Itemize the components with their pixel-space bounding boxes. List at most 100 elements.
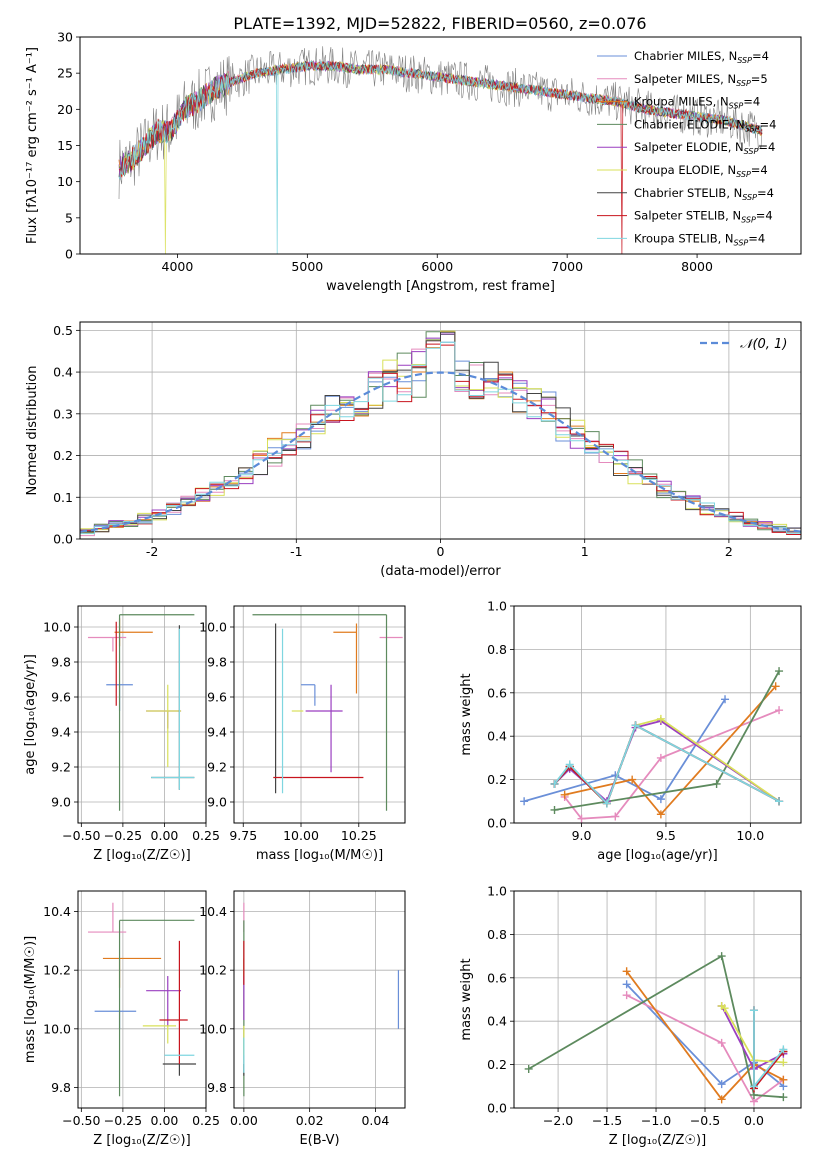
errorbars bbox=[243, 902, 400, 1097]
series-marker-kroupa-elodie bbox=[720, 1004, 729, 1013]
histograms bbox=[80, 330, 801, 538]
tick-labels: 0.00 0.02 0.04 9.8 10.0 10.2 10.4 bbox=[199, 904, 389, 1128]
x-tick-label: 10.00 bbox=[283, 828, 319, 843]
y-tick-label: 10.2 bbox=[199, 963, 227, 978]
x-axis-label: wavelength [Angstrom, rest frame] bbox=[326, 279, 555, 294]
residuals-legend: 𝒩(0, 1) bbox=[700, 337, 787, 352]
series-line-kroupa-elodie bbox=[721, 1005, 784, 1064]
series-lines bbox=[520, 667, 784, 823]
x-tick-label: 0 bbox=[437, 544, 445, 559]
x-tick-label: −0.50 bbox=[62, 828, 100, 843]
y-axis-label: mass weight bbox=[459, 958, 474, 1040]
legend-label-text: Salpeter ELODIE, N bbox=[634, 140, 744, 154]
legend-label-salpeter-stelib: Salpeter STELIB, NSSP=4 bbox=[634, 209, 773, 225]
grid-lines bbox=[78, 891, 207, 1108]
y-tick-label: 9.4 bbox=[51, 725, 71, 740]
y-tick-label: 0.5 bbox=[53, 323, 73, 338]
y-tick-label: 10.2 bbox=[43, 963, 71, 978]
legend-label-text: Chabrier ELODIE, N bbox=[634, 117, 745, 131]
y-tick-label: 0.3 bbox=[53, 406, 73, 421]
mass-weight-vs-z-panel: −2.0 −1.5 −1.0 −0.5 0.0 0.0 0.2 0.4 0.6 0.8 1.0 Z [… bbox=[459, 884, 802, 1148]
tick-labels: −0.50 −0.25 0.00 0.25 9.0 9.2 9.4 9.6 9.8 10.0 bbox=[43, 620, 220, 844]
figure-title: PLATE=1392, MJD=52822, FIBERID=0560, z=0… bbox=[233, 14, 646, 33]
errorbars bbox=[87, 902, 197, 1097]
series-line-salpeter-miles bbox=[626, 994, 784, 1103]
series-marker-kroupa-miles bbox=[560, 790, 569, 799]
legend-label-subscript: SSP bbox=[736, 79, 751, 88]
series-line-kroupa-miles bbox=[625, 970, 784, 1101]
axes-frame bbox=[233, 605, 406, 824]
legend-label-text: Chabrier MILES, N bbox=[634, 49, 737, 63]
series-marker-chabrier-miles bbox=[721, 695, 730, 704]
x-axis-label: Z [log₁₀(Z/Z☉)] bbox=[93, 1133, 190, 1148]
y-tick-label: 5 bbox=[65, 210, 73, 225]
series-marker-salpeter-miles bbox=[775, 706, 784, 715]
y-tick-label: 1.0 bbox=[487, 884, 507, 899]
series-marker-chabrier-miles bbox=[717, 1080, 726, 1089]
series-marker-chabrier-elodie bbox=[524, 1064, 533, 1073]
x-axis-label: age [log₁₀(age/yr)] bbox=[597, 848, 718, 863]
series-marker-chabrier-elodie bbox=[712, 779, 721, 788]
y-tick-label: 9.0 bbox=[207, 795, 227, 810]
y-tick-label: 0.0 bbox=[487, 816, 507, 831]
series-marker-chabrier-miles bbox=[656, 795, 665, 804]
y-tick-label: 15 bbox=[57, 138, 73, 153]
x-tick-label: 0.00 bbox=[230, 1113, 258, 1128]
y-tick-label: 0.6 bbox=[487, 970, 507, 985]
y-tick-label: 10 bbox=[57, 174, 73, 189]
x-tick-label: 0.0 bbox=[744, 1113, 764, 1128]
x-tick-label: 1 bbox=[581, 544, 589, 559]
x-tick-label: 0.25 bbox=[192, 828, 220, 843]
histogram-kroupa-elodie bbox=[80, 330, 801, 534]
legend-label-value: =5 bbox=[751, 72, 768, 86]
series-line-chabrier-elodie bbox=[528, 954, 784, 1099]
legend-label-text: Kroupa ELODIE, N bbox=[634, 163, 736, 177]
series-marker-kroupa-elodie bbox=[779, 1058, 788, 1067]
y-tick-label: 10.0 bbox=[43, 620, 71, 635]
x-tick-label: −0.5 bbox=[690, 1113, 720, 1128]
x-tick-label: 7000 bbox=[551, 259, 583, 274]
y-tick-label: 10.0 bbox=[199, 1021, 227, 1036]
y-tick-label: 0.4 bbox=[53, 365, 73, 380]
age-vs-z-panel: −0.50 −0.25 0.00 0.25 9.0 9.2 9.4 9.6 9.8 10.0 Z [… bbox=[23, 605, 220, 863]
x-tick-label: 8000 bbox=[681, 259, 713, 274]
series-marker-chabrier-elodie bbox=[775, 667, 784, 676]
x-tick-label: 6000 bbox=[421, 259, 453, 274]
legend-label-subscript: SSP bbox=[729, 102, 744, 111]
y-tick-label: 9.8 bbox=[207, 655, 227, 670]
legend-label-salpeter-miles: Salpeter MILES, NSSP=5 bbox=[634, 72, 768, 88]
x-tick-label: -1 bbox=[290, 544, 302, 559]
series-marker-kroupa-stelib bbox=[749, 1082, 758, 1091]
legend-label-value: =4 bbox=[757, 186, 774, 200]
legend-label-kroupa-miles: Kroupa MILES, NSSP=4 bbox=[634, 95, 760, 111]
series-marker-chabrier-elodie bbox=[717, 952, 726, 961]
series-marker-salpeter-miles bbox=[656, 753, 665, 762]
x-tick-label: 0.04 bbox=[361, 1113, 389, 1128]
series-marker-chabrier-elodie bbox=[550, 805, 559, 814]
y-axis-label: mass weight bbox=[459, 673, 474, 755]
model-spectrum-line-kroupa-stelib bbox=[118, 60, 763, 254]
x-tick-label: −0.50 bbox=[62, 1113, 100, 1128]
y-axis-label: Normed distribution bbox=[25, 366, 40, 496]
legend-label-kroupa-elodie: Kroupa ELODIE, NSSP=4 bbox=[634, 163, 768, 179]
series-marker-kroupa-miles bbox=[622, 967, 631, 976]
series-marker-chabrier-miles bbox=[622, 980, 631, 989]
x-tick-label: 0.02 bbox=[296, 1113, 324, 1128]
legend-label-value: =4 bbox=[756, 209, 773, 223]
spectrum-legend: Chabrier MILES, N SSP =4 Salpeter MILES, NS… bbox=[597, 49, 776, 247]
x-tick-label: 10.0 bbox=[736, 828, 764, 843]
legend-label-salpeter-elodie: Salpeter ELODIE, NSSP=4 bbox=[634, 140, 775, 156]
x-axis-label: mass [log₁₀(M/M☉)] bbox=[256, 848, 383, 863]
mass-vs-ebv-panel: 0.00 0.02 0.04 9.8 10.0 10.2 10.4 E(B-V) bbox=[199, 890, 406, 1148]
y-tick-label: 0.4 bbox=[487, 1014, 507, 1029]
grid-lines bbox=[234, 891, 405, 1108]
y-tick-label: 9.8 bbox=[51, 655, 71, 670]
x-axis-label: Z [log₁₀(Z/Z☉)] bbox=[93, 848, 190, 863]
y-tick-label: 0.8 bbox=[487, 642, 507, 657]
legend-label-value: =4 bbox=[760, 117, 777, 131]
series-marker-kroupa-stelib bbox=[602, 799, 611, 808]
y-tick-label: 0.2 bbox=[487, 1057, 507, 1072]
normal-reference-curve bbox=[80, 371, 801, 533]
y-tick-label: 9.8 bbox=[51, 1080, 71, 1095]
